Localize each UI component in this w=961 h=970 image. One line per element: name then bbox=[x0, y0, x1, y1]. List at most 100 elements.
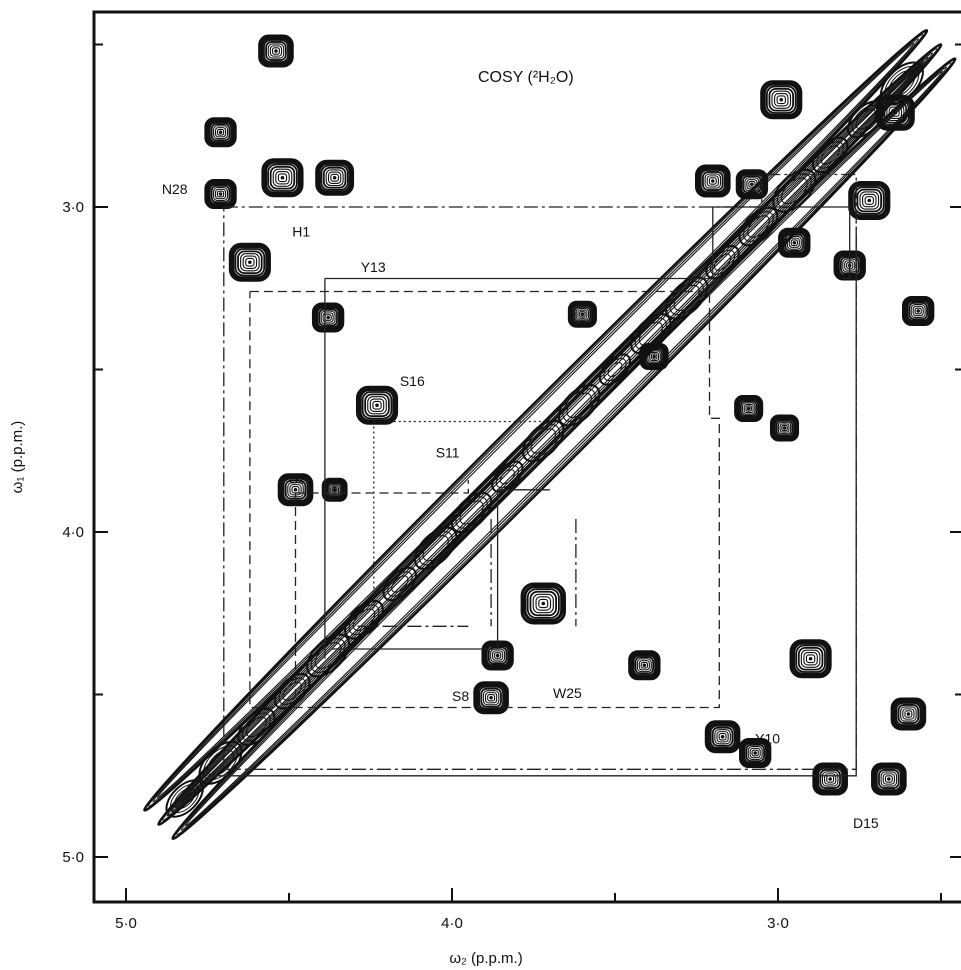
peak-contour bbox=[781, 424, 788, 432]
peak-contour bbox=[237, 250, 263, 275]
peak-contour bbox=[795, 644, 826, 673]
residue-label: H1 bbox=[292, 223, 310, 239]
peak-contour bbox=[569, 302, 596, 327]
cross-peak bbox=[311, 302, 345, 333]
peak-contour bbox=[908, 301, 928, 321]
diagonal-blob bbox=[422, 535, 449, 562]
cross-peak bbox=[778, 227, 811, 258]
peak-contour bbox=[331, 486, 338, 493]
peak-contour bbox=[216, 190, 225, 198]
residue-label: Y10 bbox=[755, 730, 780, 746]
peak-contour bbox=[706, 175, 719, 187]
cross-peak bbox=[875, 94, 915, 131]
peak-contour bbox=[902, 708, 915, 720]
peak-center bbox=[782, 426, 787, 430]
peak-center bbox=[828, 777, 832, 781]
residue-labels: N28 H1 Y13 S16 S11 S2 S8 W25 Y10 D15 bbox=[162, 181, 879, 831]
cross-peak bbox=[204, 117, 237, 148]
peak-contour bbox=[762, 82, 800, 117]
peak-contour bbox=[884, 775, 893, 783]
peak-contour bbox=[210, 123, 231, 142]
peak-contour bbox=[871, 762, 907, 796]
diagonal-blob bbox=[669, 280, 704, 316]
peak-contour bbox=[630, 652, 659, 679]
peak-contour bbox=[647, 350, 661, 363]
y-tick-label: 5·0 bbox=[62, 849, 84, 866]
peak-contour bbox=[361, 391, 393, 420]
diagonal-blob bbox=[772, 168, 817, 213]
peak-contour bbox=[797, 646, 824, 671]
peak-center bbox=[580, 312, 585, 317]
diagonal-contour bbox=[148, 33, 924, 807]
peak-center bbox=[916, 309, 920, 313]
peak-contour bbox=[853, 186, 885, 215]
peak-contour bbox=[520, 582, 566, 625]
diagonal-blob bbox=[387, 571, 413, 597]
diagonal-blob bbox=[526, 424, 560, 458]
diagonal-blob bbox=[811, 136, 849, 174]
peak-contour bbox=[739, 738, 772, 768]
peak-contour bbox=[709, 724, 736, 749]
peak-contour bbox=[848, 181, 891, 220]
peak-contour bbox=[882, 773, 895, 785]
y-axis-label: ω₁ (p.p.m.) bbox=[9, 421, 26, 494]
peak-contour bbox=[734, 395, 764, 422]
residue-label: Y13 bbox=[361, 259, 386, 275]
diagonal-blob bbox=[241, 712, 271, 742]
peak-contour bbox=[271, 47, 280, 55]
peak-contour bbox=[771, 416, 798, 440]
peak-contour bbox=[768, 87, 794, 112]
peak-contour bbox=[326, 482, 343, 498]
peak-contour bbox=[523, 585, 564, 622]
cross-peak bbox=[739, 738, 772, 768]
peak-center bbox=[867, 198, 872, 203]
peak-contour bbox=[260, 36, 292, 66]
peak-contour bbox=[206, 180, 235, 208]
peak-contour bbox=[275, 171, 290, 185]
peak-contour bbox=[774, 93, 789, 107]
peak-center bbox=[753, 751, 757, 755]
peak-contour bbox=[473, 681, 509, 715]
peak-contour bbox=[744, 177, 760, 192]
peak-contour bbox=[890, 697, 927, 731]
peak-contour bbox=[573, 306, 592, 323]
cross-peak bbox=[567, 300, 597, 328]
peak-center bbox=[893, 110, 898, 115]
peak-contour bbox=[320, 164, 349, 191]
peak-contour bbox=[789, 639, 832, 679]
diagonal-contour bbox=[176, 62, 952, 836]
cross-peak bbox=[760, 80, 803, 120]
peak-center bbox=[887, 777, 891, 781]
peak-contour bbox=[821, 771, 839, 787]
diagonal-blob bbox=[455, 496, 488, 529]
connector-dashed bbox=[295, 480, 469, 494]
peak-contour bbox=[776, 95, 786, 105]
peak-contour bbox=[204, 179, 237, 209]
peak-center bbox=[792, 240, 797, 245]
peak-center bbox=[746, 406, 751, 411]
x-tick-label: 4·0 bbox=[441, 915, 463, 932]
cross-peak bbox=[639, 343, 669, 370]
peak-contour bbox=[231, 245, 269, 280]
diagonal-blob bbox=[566, 392, 592, 418]
peak-contour bbox=[369, 398, 385, 412]
peak-contour bbox=[892, 699, 925, 729]
peak-contour bbox=[864, 196, 874, 205]
cross-peak bbox=[261, 158, 304, 198]
residue-label: S2 bbox=[289, 470, 306, 486]
peak-contour bbox=[216, 128, 225, 136]
diagonal-blob bbox=[634, 317, 667, 350]
cross-peak bbox=[871, 762, 907, 796]
peak-contour bbox=[330, 485, 340, 494]
diagonal-blob bbox=[174, 787, 196, 810]
peak-contour bbox=[775, 419, 794, 437]
peak-contour bbox=[888, 106, 903, 119]
peak-center bbox=[750, 182, 754, 187]
x-axis-label: ω₂ (p.p.m.) bbox=[449, 950, 522, 967]
residue-label: W25 bbox=[553, 685, 582, 701]
peak-contour bbox=[902, 296, 935, 326]
diagonal-contour bbox=[143, 29, 929, 812]
peak-contour bbox=[636, 658, 652, 673]
cross-peak bbox=[258, 34, 294, 68]
peak-center bbox=[779, 97, 784, 102]
